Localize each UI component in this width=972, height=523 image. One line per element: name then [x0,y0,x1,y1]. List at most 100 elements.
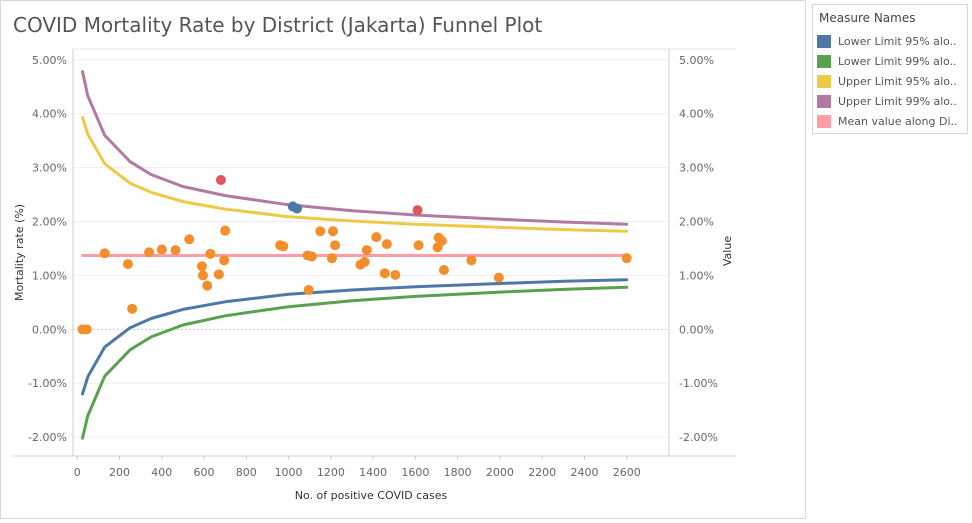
limit-line [81,278,629,396]
x-tick-label: 0 [74,466,81,479]
x-tick-label: 400 [151,466,172,479]
chart-title: COVID Mortality Rate by District (Jakart… [13,13,543,37]
legend-item[interactable]: Lower Limit 99% alo.. [813,51,967,71]
district-point [122,259,133,270]
legend-item[interactable]: Upper Limit 99% alo.. [813,91,967,111]
x-tick-label: 1000 [275,466,303,479]
y-tick-label-left: 2.00% [32,216,67,229]
axis-labels-layer: -2.00% -2.00% -1.00% -1.00% 0.00% 0.00% 1.00% 1… [13,54,734,502]
x-tick-label: 2400 [570,466,598,479]
district-point [330,240,341,251]
axes-layer [13,48,736,460]
legend-swatch [817,54,831,68]
y-axis-title: Mortality rate (%) [13,204,26,301]
y-tick-label-right: 5.00% [679,54,714,67]
y-tick-label-left: 4.00% [32,108,67,121]
visualization-panel: COVID Mortality Rate by District (Jakart… [0,0,806,519]
y-tick-label-right: 3.00% [679,162,714,175]
district-point [381,239,392,250]
y-tick-label-left: 5.00% [32,54,67,67]
y-tick-label-left: 1.00% [32,269,67,282]
legend-item[interactable]: Upper Limit 95% alo.. [813,71,967,91]
legend-label: Mean value along Di.. [838,114,958,128]
x-tick-label: 1600 [401,466,429,479]
y-tick-label-left: -2.00% [28,431,67,444]
y-tick-label-right: 1.00% [679,269,714,282]
district-point [292,203,303,214]
district-point [621,253,632,264]
district-point [170,245,181,256]
district-point [306,251,317,262]
x-tick-label: 600 [194,466,215,479]
funnel-plot: -2.00% -2.00% -1.00% -1.00% 0.00% 0.00% 1.00% 1… [13,48,736,502]
district-point [99,248,110,259]
y-tick-label-left: -1.00% [28,377,67,390]
limit-line [81,70,629,226]
district-point [219,255,230,266]
limit-lines-layer [81,70,629,440]
limit-line [81,285,629,440]
x-tick-label: 2000 [486,466,514,479]
district-point [371,232,382,243]
limit-line [81,116,629,233]
y-tick-label-right: -2.00% [679,431,718,444]
district-point [412,205,423,216]
district-point [379,268,390,279]
y-axis-title-right: Value [721,236,734,266]
district-point [390,269,401,280]
legend-swatch [817,114,831,128]
y-tick-label-right: 4.00% [679,108,714,121]
x-tick-label: 1400 [359,466,387,479]
legend-label: Upper Limit 95% alo.. [838,74,957,88]
district-point [327,226,338,237]
legend-label: Upper Limit 99% alo.. [838,94,957,108]
district-point [215,174,226,185]
legend-swatch [817,94,831,108]
district-point [205,248,216,259]
district-point [466,255,477,266]
legend-swatch [817,34,831,48]
legend-swatch [817,74,831,88]
grid-layer [73,59,669,438]
y-tick-label-left: 0.00% [32,323,67,336]
district-point [303,284,314,295]
district-point [196,261,207,272]
district-point [359,256,370,267]
x-axis-title: No. of positive COVID cases [295,489,448,502]
x-tick-label: 2600 [613,466,641,479]
legend-label: Lower Limit 99% alo.. [838,54,957,68]
y-tick-label-right: -1.00% [679,377,718,390]
district-point [413,240,424,251]
legend-items: Lower Limit 95% alo.. Lower Limit 99% alo… [813,31,967,131]
x-tick-label: 2200 [528,466,556,479]
district-point [438,265,449,276]
legend-item[interactable]: Lower Limit 95% alo.. [813,31,967,51]
legend: Measure Names Lower Limit 95% alo.. Lower… [812,4,968,134]
district-point [436,235,447,246]
district-point [144,247,155,258]
x-tick-label: 200 [109,466,130,479]
district-point [493,272,504,283]
district-point [127,303,138,314]
district-point [81,324,92,335]
district-point [278,241,289,252]
district-point [202,280,213,291]
legend-item[interactable]: Mean value along Di.. [813,111,967,131]
x-tick-label: 1200 [317,466,345,479]
y-tick-label-right: 0.00% [679,323,714,336]
legend-label: Lower Limit 95% alo.. [838,34,957,48]
district-point [156,244,167,255]
legend-title: Measure Names [819,11,916,25]
district-points-layer [77,174,632,335]
x-tick-label: 800 [236,466,257,479]
x-tick-label: 1800 [444,466,472,479]
y-tick-label-left: 3.00% [32,162,67,175]
district-point [220,225,231,236]
district-point [361,245,372,256]
district-point [197,270,208,281]
district-point [315,226,326,237]
district-point [326,253,337,264]
y-tick-label-right: 2.00% [679,216,714,229]
district-point [184,234,195,245]
district-point [213,269,224,280]
